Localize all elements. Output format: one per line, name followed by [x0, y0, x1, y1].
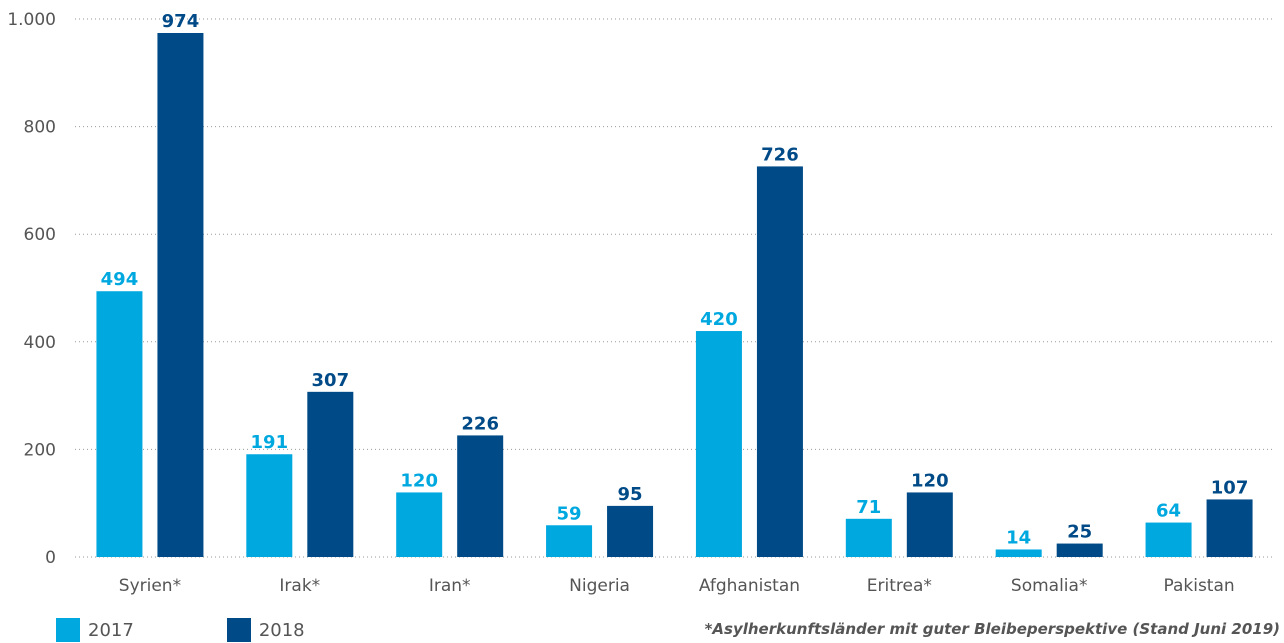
value-label-2017-3: 120 [400, 470, 438, 491]
legend-swatch-2018 [226, 618, 251, 642]
x-axis-categories: Syrien* Irak* Iran* Nigeria Afghanistan Eritr… [119, 576, 1235, 596]
bar-2018-7 [1056, 543, 1103, 557]
bar-2018-3 [457, 435, 504, 557]
value-label-2018-3: 226 [461, 413, 499, 434]
value-label-2018-6: 120 [911, 470, 949, 491]
value-label-2017-5: 420 [700, 309, 738, 330]
bar-chart: 0 200 400 600 800 1.000 494 974 191 307 120 226 59 9… [7, 10, 1274, 596]
bar-2018-2 [307, 391, 354, 557]
category-label: Somalia* [1011, 576, 1088, 596]
legend-item-2017: 2017 [56, 618, 134, 642]
value-label-2018-5: 726 [761, 144, 799, 165]
y-tick-label: 200 [24, 440, 56, 460]
bar-2017-7 [995, 549, 1042, 557]
footnote: *Asylherkunftsländer mit guter Bleibeper… [704, 620, 1280, 638]
value-label-2018-2: 307 [312, 370, 350, 391]
category-label: Pakistan [1163, 576, 1234, 596]
legend-item-2018: 2018 [226, 618, 305, 642]
y-tick-label: 800 [24, 118, 56, 138]
bar-2018-5 [756, 166, 803, 558]
value-label-2017-1: 494 [101, 269, 139, 290]
bar-2018-4 [607, 505, 654, 557]
value-label-2017-6: 71 [856, 497, 881, 518]
value-label-2017-2: 191 [251, 432, 289, 453]
category-label: Afghanistan [699, 576, 800, 596]
value-label-2017-8: 64 [1156, 501, 1181, 522]
category-label: Syrien* [119, 576, 181, 596]
category-label: Iran* [429, 576, 471, 596]
bar-2018-6 [906, 492, 953, 557]
bar-2017-2 [246, 454, 293, 557]
bar-2017-8 [1145, 522, 1192, 557]
bar-2017-4 [546, 525, 593, 557]
value-labels: 494 974 191 307 120 226 59 95 420 726 71 120 14 25 64 1… [101, 11, 1249, 548]
value-label-2017-4: 59 [557, 503, 582, 524]
legend-label-2018: 2018 [258, 619, 305, 641]
value-label-2018-7: 25 [1067, 522, 1092, 543]
legend-label-2017: 2017 [88, 619, 134, 641]
value-label-2018-8: 107 [1211, 477, 1249, 498]
bar-2017-5 [695, 331, 742, 557]
category-label: Nigeria [569, 576, 630, 596]
value-label-2018-1: 974 [162, 11, 200, 32]
legend: 2017 2018 [56, 618, 398, 642]
y-axis-ticks: 0 200 400 600 800 1.000 [7, 10, 56, 568]
bars [96, 32, 1253, 558]
bar-2018-1 [157, 32, 204, 558]
y-tick-label: 400 [24, 333, 56, 353]
y-tick-label: 600 [24, 225, 56, 245]
y-tick-label: 1.000 [7, 10, 56, 30]
value-label-2017-7: 14 [1006, 527, 1031, 548]
value-label-2018-4: 95 [618, 484, 643, 505]
category-label: Eritrea* [867, 576, 932, 596]
bar-2017-1 [96, 291, 143, 557]
bar-2017-3 [396, 492, 443, 557]
bar-2017-6 [845, 518, 892, 557]
category-label: Irak* [279, 576, 320, 596]
bar-2018-8 [1206, 499, 1253, 557]
y-tick-label: 0 [45, 548, 56, 568]
legend-swatch-2017 [56, 618, 80, 642]
